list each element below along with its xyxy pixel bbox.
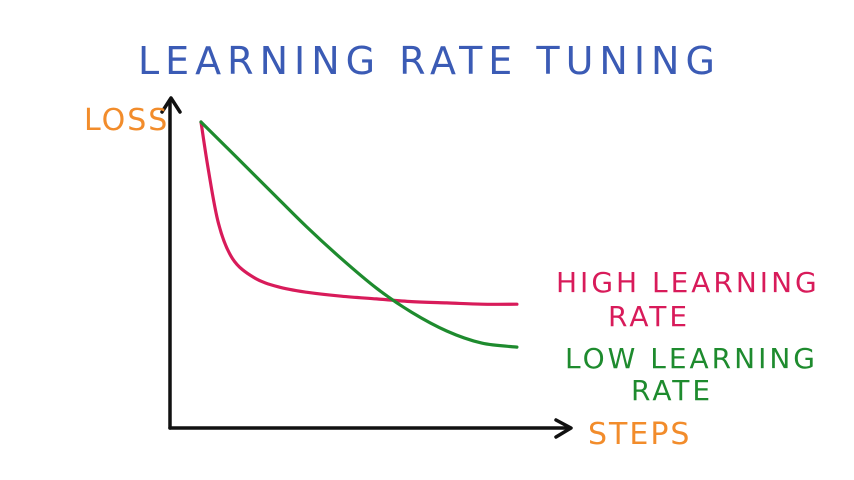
series-layer [199, 120, 519, 349]
x-axis-label: STEPS [588, 417, 691, 452]
chart-title: LEARNING RATE TUNING [138, 39, 721, 83]
y-axis-label: LOSS [84, 103, 169, 138]
series-label-line: RATE [608, 300, 690, 333]
x-axis-arrowhead [554, 418, 573, 439]
series-line-low-learning-rate [199, 120, 519, 349]
series-label-line: LOW LEARNING [565, 342, 818, 375]
y-axis-arrowhead [160, 96, 182, 114]
series-line-high-learning-rate [199, 120, 519, 306]
series-label-line: RATE [631, 374, 713, 407]
series-label-low-learning-rate: LOW LEARNING RATE [565, 342, 818, 407]
series-label-line: HIGH LEARNING [556, 266, 820, 299]
axes [160, 96, 573, 439]
series-label-high-learning-rate: HIGH LEARNING RATE [556, 266, 820, 333]
